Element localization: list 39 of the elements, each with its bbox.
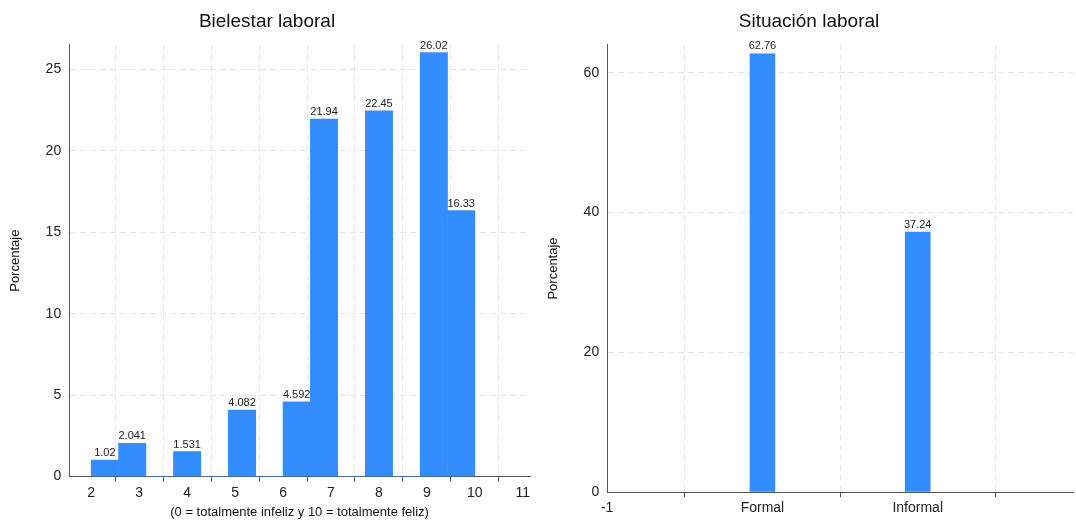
data-label: 62.76 [748,39,777,52]
x-tick-label: 8 [375,483,384,500]
y-tick-label: 20 [45,141,62,158]
y-axis-title: Porcentaje [545,237,561,300]
y-tick-label: 0 [591,483,600,500]
data-label: 22.45 [365,96,393,109]
x-axis-title: (0 = totalmente infeliz y 10 = totalmente feliz) [170,503,429,519]
x-tick-label: 7 [327,483,336,500]
y-tick-label: 10 [45,304,62,321]
data-label: 1.02 [94,445,116,458]
y-tick-label: 20 [583,343,600,360]
x-tick-label: 4 [183,483,192,500]
x-tick-label: 6 [279,483,288,500]
y-tick-label: 60 [583,63,600,80]
x-tick-label: 9 [423,483,431,500]
x-tick-label: -1 [600,499,614,516]
x-tick-label: 2 [87,483,96,500]
y-tick-label: 0 [53,467,62,484]
x-tick-label: 3 [135,483,144,500]
data-label: 37.24 [903,217,932,230]
data-label: 2.041 [118,429,146,442]
x-tick-label: 5 [231,483,240,500]
y-axis-title: Porcentaje [7,229,23,292]
y-tick-label: 15 [45,223,62,240]
data-label: 4.592 [282,387,311,400]
x-tick-label: Informal [892,499,944,516]
x-tick-label: 11 [515,483,531,500]
data-label: 1.531 [173,437,201,450]
data-label: 16.33 [447,196,475,209]
data-label: 4.082 [228,396,256,409]
chart-title: Situación laboral [738,9,880,31]
data-label: 26.02 [420,38,448,51]
y-tick-label: 25 [45,60,62,77]
y-tick-label: 5 [53,385,62,402]
data-label: 21.94 [310,105,338,118]
y-tick-label: 40 [583,203,600,220]
x-tick-label: 10 [467,483,483,500]
chart-title: Bielestar laboral [198,9,336,31]
x-tick-label: Formal [740,499,785,516]
